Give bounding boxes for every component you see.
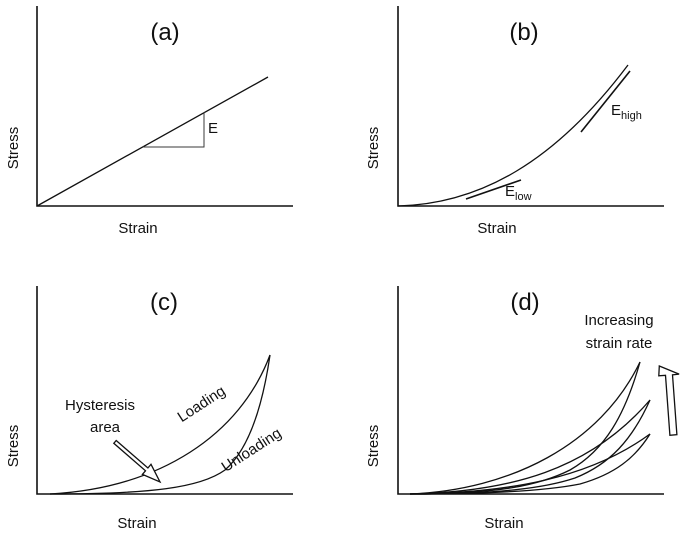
panel-b-elow-base: E [505, 183, 515, 200]
panel-b-label: (b) [509, 19, 538, 46]
panel-c-unloading-label: Unloading [219, 425, 285, 476]
panel-b-ehigh-sub: high [621, 110, 642, 122]
panel-d-loop-low-loading [409, 433, 651, 495]
panel-c-loading-curve [49, 354, 271, 495]
panel-a: (a) E Strain Stress [5, 6, 293, 237]
panel-b-high-tangent [580, 70, 631, 133]
panel-b: (b) Elow Ehigh Strain Stress [365, 6, 664, 237]
panel-a-ylabel: Stress [5, 127, 22, 170]
panel-d-label: (d) [510, 289, 539, 316]
panel-d-loop-high-loading [409, 361, 641, 495]
panel-b-ehigh-label: Ehigh [611, 102, 642, 122]
panel-b-ylabel: Stress [365, 127, 382, 170]
panel-b-low-tangent [465, 179, 522, 200]
panel-d-loop-low-unloading [409, 433, 651, 495]
panel-a-slope-triangle [143, 112, 205, 148]
panel-c-loading-label: Loading [175, 383, 229, 426]
panel-c-xlabel: Strain [117, 515, 156, 532]
panel-d-loop-mid-loading [409, 399, 651, 495]
panel-a-label: (a) [150, 19, 179, 46]
panel-c-hysteresis-line2: area [90, 419, 121, 436]
panel-d-rate-line1: Increasing [584, 312, 653, 329]
panel-b-elow-label: Elow [505, 183, 532, 203]
panel-a-xlabel: Strain [118, 220, 157, 237]
panel-d-loop-high-unloading [409, 361, 641, 495]
panel-c-unloading-curve [49, 354, 271, 495]
panel-b-xlabel: Strain [477, 220, 516, 237]
panel-b-elow-sub: low [515, 191, 532, 203]
panel-a-linear-curve [36, 76, 269, 207]
panel-c: (c) Hysteresis area Loading Unloading St… [5, 286, 293, 532]
panel-d-strain-rate-arrow [658, 365, 680, 437]
panel-b-ehigh-base: E [611, 102, 621, 119]
panel-b-nonlinear-curve [397, 64, 629, 207]
panel-c-axes [36, 286, 293, 495]
panel-c-ylabel: Stress [5, 425, 22, 468]
panel-d-loop-mid-unloading [409, 399, 651, 495]
panel-c-hysteresis-line1: Hysteresis [65, 397, 135, 414]
panel-a-modulus-label: E [208, 120, 218, 137]
panel-d-axes [397, 286, 664, 495]
panel-c-label: (c) [150, 289, 178, 316]
panel-d-xlabel: Strain [484, 515, 523, 532]
panel-d: (d) Increasing strain rate Strain Stress [365, 286, 680, 532]
panel-d-rate-line2: strain rate [586, 335, 653, 352]
panel-d-ylabel: Stress [365, 425, 382, 468]
panel-c-hysteresis-arrow [112, 439, 162, 484]
